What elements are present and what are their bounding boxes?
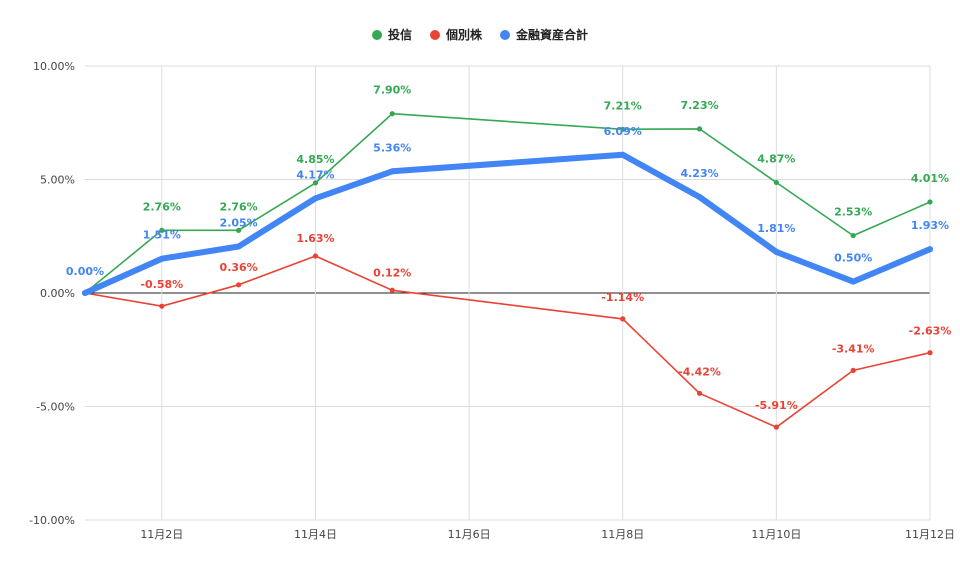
data-point-toushin[interactable] — [773, 179, 779, 186]
data-label-kobetsukabu: -1.14% — [601, 291, 644, 304]
x-tick-label: 11月8日 — [601, 528, 644, 541]
y-tick-label: 0.00% — [40, 287, 75, 300]
data-label-kobetsukabu: -2.63% — [909, 325, 952, 338]
data-point-toushin[interactable] — [389, 111, 395, 117]
data-label-kobetsukabu: -4.42% — [678, 365, 721, 378]
data-point-total[interactable] — [773, 248, 780, 255]
data-point-toushin[interactable] — [850, 232, 856, 239]
data-label-total: 4.17% — [296, 168, 334, 181]
data-point-kobetsukabu[interactable] — [312, 253, 319, 259]
data-label-kobetsukabu: 1.63% — [296, 232, 334, 245]
legend-item-kobetsukabu[interactable]: 個別株 — [429, 26, 482, 43]
x-tick-label: 11月10日 — [751, 528, 801, 541]
series-line-kobetsukabu[interactable] — [84, 255, 931, 428]
legend-marker-total — [500, 29, 510, 40]
data-point-total[interactable] — [619, 151, 626, 158]
data-point-toushin[interactable] — [927, 199, 933, 205]
data-point-kobetsukabu[interactable] — [159, 303, 165, 309]
data-label-kobetsukabu: -3.41% — [832, 342, 875, 355]
data-label-toushin: 2.76% — [143, 200, 181, 213]
legend-item-toushin[interactable]: 投信 — [371, 26, 412, 43]
data-point-total[interactable] — [158, 255, 165, 262]
legend-marker-toushin — [371, 29, 382, 40]
x-tick-label: 11月2日 — [140, 528, 183, 541]
data-point-kobetsukabu[interactable] — [927, 350, 933, 356]
data-label-total: 5.36% — [373, 141, 411, 154]
data-label-toushin: 4.87% — [757, 152, 795, 165]
data-label-kobetsukabu: 0.12% — [373, 266, 411, 279]
data-point-total[interactable] — [82, 290, 88, 296]
data-label-kobetsukabu: 0.36% — [220, 261, 258, 274]
y-tick-label: 10.00% — [33, 60, 75, 73]
data-point-kobetsukabu[interactable] — [850, 367, 856, 374]
legend-item-total[interactable]: 金融資産合計 — [500, 26, 588, 43]
legend-label-kobetsukabu: 個別株 — [445, 28, 482, 42]
data-label-toushin: 7.90% — [373, 84, 411, 97]
legend-marker-kobetsukabu — [429, 29, 440, 40]
data-label-toushin: 2.53% — [834, 206, 872, 219]
legend: 投信 個別株 金融資産合計 — [0, 26, 960, 43]
x-tick-label: 11月4日 — [294, 528, 337, 541]
data-point-toushin[interactable] — [159, 227, 165, 233]
data-label-total: 1.93% — [911, 219, 949, 232]
data-label-toushin: 2.76% — [220, 200, 258, 213]
data-point-toushin[interactable] — [620, 126, 626, 132]
data-point-kobetsukabu[interactable] — [696, 390, 703, 396]
data-label-toushin: 7.21% — [604, 99, 642, 112]
data-label-total: 2.05% — [220, 216, 258, 229]
data-label-kobetsukabu: -5.91% — [755, 399, 798, 412]
data-point-kobetsukabu[interactable] — [236, 282, 242, 288]
data-label-total: 1.51% — [143, 229, 181, 242]
data-point-total[interactable] — [389, 168, 396, 175]
data-label-total: 1.81% — [757, 222, 795, 235]
y-tick-label: -10.00% — [29, 514, 75, 527]
data-point-total[interactable] — [927, 246, 933, 253]
data-label-total: 0.00% — [66, 265, 104, 278]
data-point-toushin[interactable] — [236, 227, 242, 233]
legend-label-toushin: 投信 — [387, 28, 412, 42]
y-tick-label: -5.00% — [36, 401, 75, 414]
data-label-total: 0.50% — [834, 252, 872, 265]
series-line-toushin[interactable] — [84, 112, 931, 294]
data-label-toushin: 7.23% — [680, 99, 718, 112]
data-label-total: 6.09% — [604, 125, 642, 138]
data-label-toushin: 4.01% — [911, 172, 949, 185]
data-point-toushin[interactable] — [312, 180, 319, 186]
y-tick-label: 5.00% — [40, 174, 75, 187]
data-point-total[interactable] — [235, 243, 242, 250]
data-label-kobetsukabu: -0.58% — [140, 278, 183, 291]
x-tick-label: 11月6日 — [448, 528, 491, 541]
data-label-toushin: 4.85% — [296, 153, 334, 166]
data-point-kobetsukabu[interactable] — [620, 316, 626, 322]
series-line-total[interactable] — [82, 151, 933, 296]
data-point-toushin[interactable] — [696, 126, 703, 132]
x-tick-label: 11月12日 — [905, 528, 955, 541]
data-point-kobetsukabu[interactable] — [773, 424, 779, 430]
data-point-total[interactable] — [312, 195, 319, 202]
legend-label-total: 金融資産合計 — [516, 28, 589, 42]
data-label-total: 4.23% — [680, 167, 718, 180]
data-point-total[interactable] — [850, 278, 857, 285]
data-point-total[interactable] — [696, 193, 703, 200]
data-point-kobetsukabu[interactable] — [389, 287, 395, 293]
